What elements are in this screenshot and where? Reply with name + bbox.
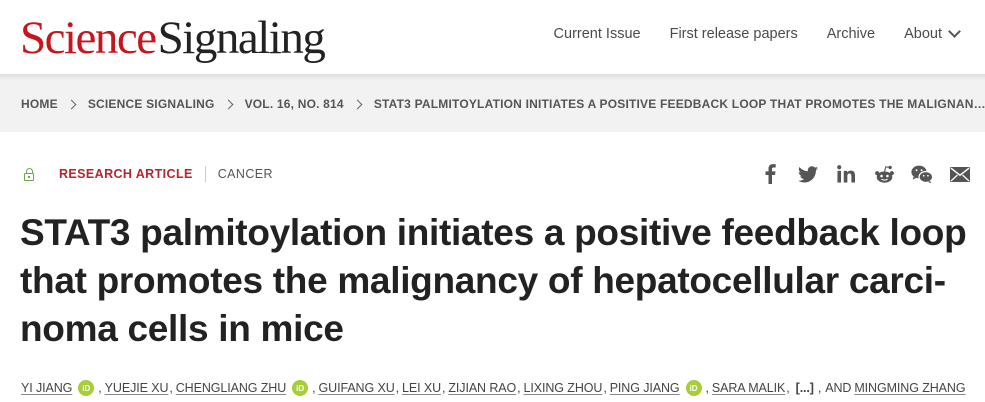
lock-open-icon (24, 167, 34, 181)
logo-science: Science (20, 12, 157, 64)
author-separator: , (817, 381, 822, 395)
reddit-icon[interactable] (873, 163, 895, 185)
breadcrumb-current: STAT3 PALMITOYLATION INITIATES A POSITIV… (373, 97, 985, 111)
author-separator: , (312, 381, 316, 395)
linkedin-icon[interactable] (835, 163, 857, 185)
author-link[interactable]: PING JIANG (609, 381, 680, 395)
orcid-icon[interactable]: iD (685, 380, 702, 396)
facebook-icon[interactable] (759, 163, 781, 185)
author-separator: , (395, 381, 400, 395)
author-link[interactable]: LIXING ZHOU (523, 381, 603, 395)
author-link[interactable]: SARA MALIK (711, 381, 786, 395)
title-line: STAT3 palmitoylation initiates a positiv… (20, 212, 967, 253)
site-logo[interactable]: Science Signaling (20, 8, 326, 68)
wechat-icon[interactable] (911, 163, 933, 185)
author-link[interactable]: GUIFANG XU (318, 381, 395, 395)
nav-current-issue[interactable]: Current Issue (554, 24, 641, 44)
nav-about[interactable]: About (904, 24, 961, 44)
twitter-icon[interactable] (797, 163, 819, 185)
article-type[interactable]: RESEARCH ARTICLE (59, 167, 193, 181)
author-separator: , (786, 381, 790, 395)
main-nav: Current Issue First release papers Archi… (525, 24, 961, 44)
author-link[interactable]: YI JIANG (21, 381, 73, 395)
site-header: Science Signaling Current Issue First re… (0, 0, 985, 74)
orcid-icon[interactable]: iD (292, 380, 309, 396)
logo-signaling: Signaling (157, 12, 326, 64)
chevron-right-icon (223, 99, 234, 109)
breadcrumb-bar: HOME SCIENCE SIGNALING VOL. 16, NO. 814 … (0, 74, 985, 132)
nav-label: About (904, 26, 942, 42)
nav-first-release[interactable]: First release papers (670, 24, 798, 44)
author-separator: , (98, 381, 102, 395)
breadcrumb-issue[interactable]: VOL. 16, NO. 814 (244, 97, 344, 111)
breadcrumb-home[interactable]: HOME (21, 97, 58, 111)
nav-label: Archive (826, 26, 876, 42)
author-separator: , (705, 381, 709, 395)
breadcrumb-journal[interactable]: SCIENCE SIGNALING (87, 97, 215, 111)
nav-label: First release papers (669, 26, 798, 42)
author-separator: , (517, 381, 521, 395)
title-line: that promotes the malignancy of hepatoce… (20, 260, 946, 301)
show-all-authors-button[interactable]: [...] (795, 381, 814, 395)
article-title: STAT3 palmitoylation initiates a positiv… (20, 209, 975, 353)
author-separator: , (169, 381, 173, 395)
chevron-right-icon (352, 99, 363, 109)
meta-divider (204, 166, 206, 182)
share-bar (743, 163, 971, 185)
author-link[interactable]: LEI XU (402, 381, 442, 395)
title-line: noma cells in mice (20, 308, 344, 349)
author-link[interactable]: MINGMING ZHANG (854, 381, 966, 395)
author-separator: , (603, 381, 607, 395)
chevron-down-icon (948, 25, 961, 38)
email-icon[interactable] (949, 163, 971, 185)
article-subject[interactable]: CANCER (217, 167, 273, 181)
author-conjunction: AND (825, 381, 852, 395)
author-separator: , (442, 381, 446, 395)
orcid-icon[interactable]: iD (78, 380, 95, 396)
article-meta: RESEARCH ARTICLE CANCER (24, 166, 273, 182)
chevron-right-icon (66, 99, 77, 109)
author-list: YI JIANG iD , YUEJIE XU , CHENGLIANG ZHU… (21, 380, 966, 396)
nav-label: Current Issue (553, 26, 641, 42)
breadcrumb: HOME SCIENCE SIGNALING VOL. 16, NO. 814 … (21, 97, 985, 111)
author-link[interactable]: CHENGLIANG ZHU (175, 381, 287, 395)
author-link[interactable]: YUEJIE XU (104, 381, 169, 395)
author-link[interactable]: ZIJIAN RAO (448, 381, 517, 395)
nav-archive[interactable]: Archive (827, 24, 875, 44)
